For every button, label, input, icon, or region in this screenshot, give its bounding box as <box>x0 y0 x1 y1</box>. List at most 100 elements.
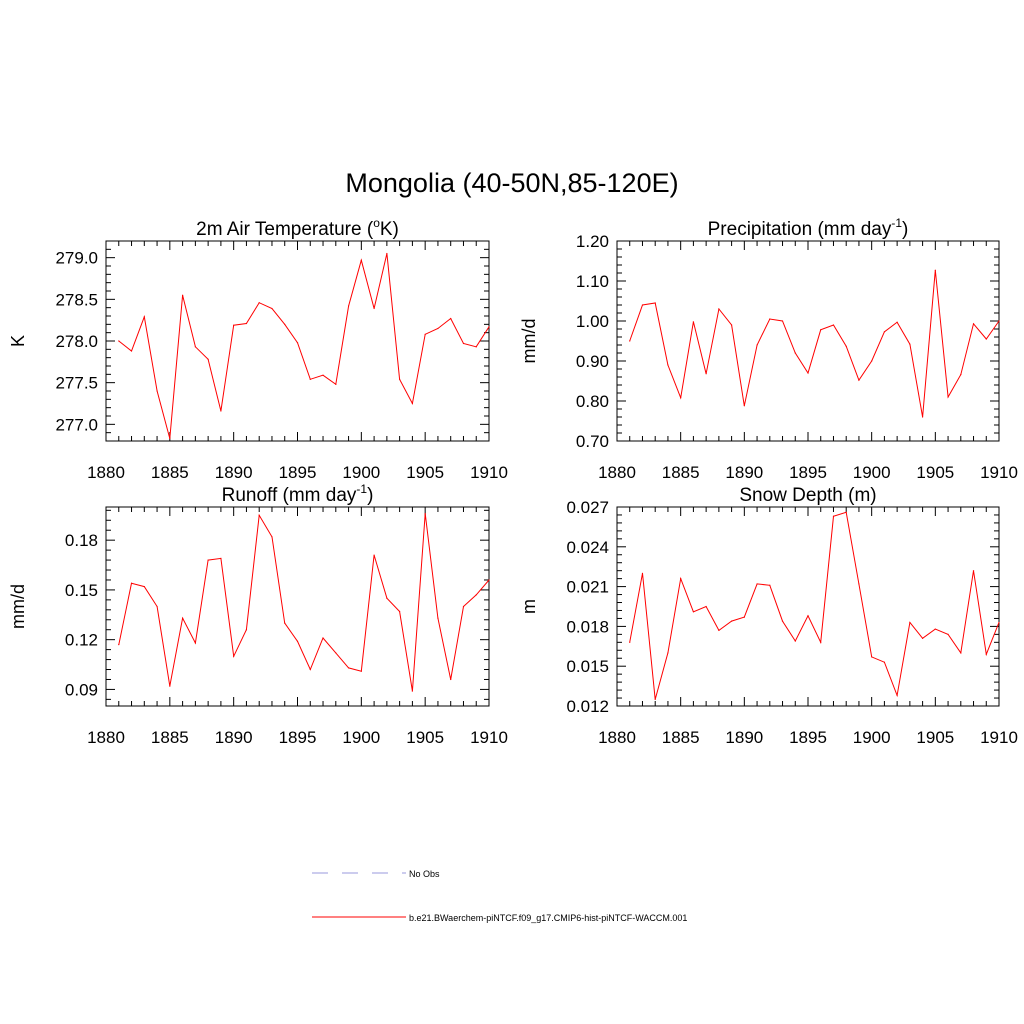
data-point <box>437 617 439 619</box>
data-point <box>233 324 235 326</box>
x-tick-label: 1905 <box>406 463 444 482</box>
data-point <box>641 572 644 574</box>
data-point <box>731 324 733 326</box>
y-tick-label: 1.00 <box>576 312 609 331</box>
x-tick-label: 1880 <box>598 463 636 482</box>
data-point <box>233 655 235 657</box>
data-point <box>667 364 669 366</box>
data-point <box>985 338 987 340</box>
data-point <box>335 652 337 654</box>
data-point <box>934 628 936 630</box>
data-point <box>194 642 196 644</box>
data-point <box>871 656 873 658</box>
x-tick-label: 1910 <box>470 463 508 482</box>
data-point <box>718 308 720 310</box>
series-line <box>629 270 1000 418</box>
data-point <box>194 346 196 348</box>
data-point <box>296 342 299 344</box>
panel-4: Snow Depth (m) 1880 1885 1890 1895 1900 1905 19… <box>519 485 1018 747</box>
data-point <box>450 317 452 320</box>
data-point <box>832 515 835 517</box>
y-tick-label: 277.0 <box>55 415 98 434</box>
legend-label: No Obs <box>409 869 440 879</box>
data-point <box>488 579 490 581</box>
data-point <box>947 633 949 635</box>
figure-title: Mongolia (40-50N,85-120E) <box>345 168 679 198</box>
data-point <box>220 557 222 560</box>
x-tick-label: 1885 <box>151 463 189 482</box>
x-tick-label: 1890 <box>725 463 763 482</box>
data-point <box>220 410 222 412</box>
panel-3: Runoff (mm day-1) 1880 1885 1890 1895 1900 190… <box>8 482 508 747</box>
data-point <box>743 616 745 618</box>
data-point <box>680 397 682 399</box>
data-point <box>832 324 835 326</box>
y-tick-label: 278.0 <box>55 332 98 351</box>
x-tick-label: 1910 <box>470 728 508 747</box>
x-tick-label: 1895 <box>279 728 317 747</box>
data-point <box>934 269 936 271</box>
x-tick-label: 1900 <box>853 463 891 482</box>
panel-title: Runoff (mm day-1) <box>222 482 374 506</box>
y-tick-label: 0.027 <box>566 498 609 517</box>
data-point <box>998 320 1000 322</box>
x-tick-label: 1890 <box>215 728 253 747</box>
data-point <box>960 652 962 654</box>
data-point <box>883 661 886 663</box>
y-tick-label: 0.018 <box>566 617 609 636</box>
x-tick-label: 1895 <box>789 463 827 482</box>
data-point <box>858 379 860 381</box>
panel-title: Precipitation (mm day-1) <box>708 216 909 240</box>
x-tick-label: 1885 <box>662 728 700 747</box>
data-point <box>985 653 987 655</box>
y-axis-label: mm/d <box>8 584 28 629</box>
x-tick-label: 1885 <box>662 463 700 482</box>
data-point <box>820 329 822 331</box>
data-point <box>207 358 209 360</box>
y-tick-label: 0.12 <box>65 631 98 650</box>
data-point <box>399 378 401 380</box>
data-point <box>845 511 847 513</box>
y-tick-label: 0.90 <box>576 352 609 371</box>
y-tick-label: 1.10 <box>576 272 609 291</box>
data-point <box>360 670 362 672</box>
y-tick-label: 0.024 <box>566 538 609 557</box>
y-tick-label: 278.5 <box>55 290 98 309</box>
x-tick-label: 1890 <box>215 463 253 482</box>
data-point <box>794 352 796 354</box>
legend: No Obs b.e21.BWaerchem-piNTCF.f09_g17.CMI… <box>312 869 687 923</box>
data-point <box>909 621 911 624</box>
legend-label: b.e21.BWaerchem-piNTCF.f09_g17.CMIP6-his… <box>409 913 687 923</box>
data-point <box>960 374 962 376</box>
data-point <box>896 694 898 696</box>
data-point <box>386 252 388 255</box>
x-tick-label: 1905 <box>916 463 954 482</box>
panel-2: Precipitation (mm day-1) 1880 1885 1890 1895… <box>519 216 1018 482</box>
y-tick-label: 0.015 <box>566 657 609 676</box>
data-point <box>488 326 490 328</box>
panel-title: 2m Air Temperature (oK) <box>196 216 399 240</box>
data-point <box>972 570 975 572</box>
x-tick-label: 1880 <box>87 728 125 747</box>
data-point <box>667 652 669 654</box>
data-point <box>411 690 413 692</box>
y-tick-label: 0.012 <box>566 697 609 716</box>
data-point <box>245 629 248 631</box>
y-axis-label: mm/d <box>519 319 539 364</box>
data-point <box>156 390 158 392</box>
y-axis-label: K <box>8 335 28 347</box>
data-point <box>258 302 260 304</box>
data-point <box>781 620 784 622</box>
data-point <box>807 615 809 617</box>
data-point <box>347 305 350 307</box>
data-point <box>437 327 439 330</box>
data-point <box>947 396 949 398</box>
data-point <box>845 345 847 347</box>
x-tick-label: 1885 <box>151 728 189 747</box>
panel-1: 2m Air Temperature (oK) 1880 1885 1890 1895 1… <box>8 216 508 482</box>
y-tick-label: 0.09 <box>65 680 98 699</box>
data-point <box>794 640 796 642</box>
data-point <box>424 333 426 335</box>
data-point <box>883 331 886 333</box>
